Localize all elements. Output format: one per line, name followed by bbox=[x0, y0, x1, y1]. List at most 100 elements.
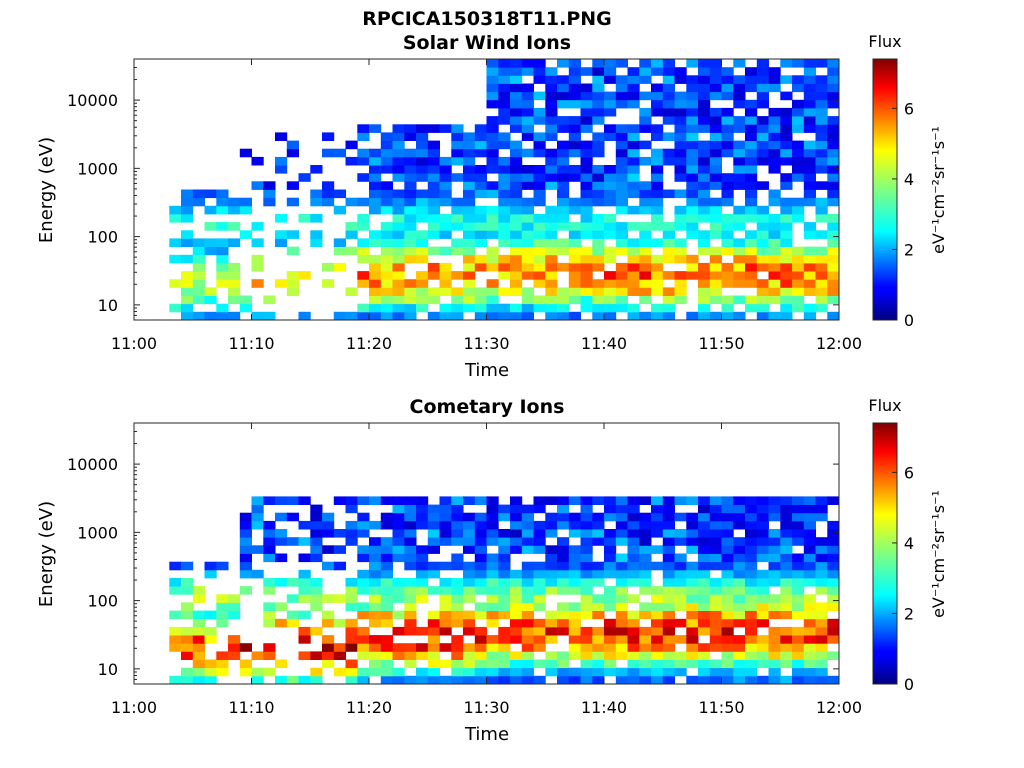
heatmap-cell bbox=[369, 205, 382, 215]
y-tick-label: 10 bbox=[98, 296, 118, 315]
heatmap-cell bbox=[404, 626, 417, 636]
heatmap-cell bbox=[745, 537, 758, 546]
heatmap-cell bbox=[510, 496, 523, 505]
heatmap-cell bbox=[745, 295, 758, 305]
heatmap-cell bbox=[263, 553, 276, 563]
heatmap-cell bbox=[686, 140, 699, 150]
heatmap-cell bbox=[651, 222, 664, 231]
heatmap-cell bbox=[463, 675, 476, 685]
heatmap-cell bbox=[369, 553, 382, 563]
heatmap-cell bbox=[721, 197, 734, 207]
heatmap-cell bbox=[545, 635, 558, 644]
heatmap-cell bbox=[427, 295, 440, 305]
heatmap-cell bbox=[721, 67, 734, 76]
heatmap-cell bbox=[615, 132, 628, 141]
heatmap-cell bbox=[216, 205, 229, 215]
heatmap-cell bbox=[780, 504, 793, 514]
heatmap-cell bbox=[686, 173, 699, 182]
heatmap-cell bbox=[275, 602, 288, 611]
heatmap-cell bbox=[392, 586, 405, 595]
heatmap-cell bbox=[557, 99, 570, 109]
heatmap-cell bbox=[357, 173, 370, 182]
heatmap-cell bbox=[298, 578, 311, 587]
heatmap-cell bbox=[545, 529, 558, 538]
heatmap-cell bbox=[510, 148, 523, 158]
heatmap-cell bbox=[651, 67, 664, 76]
heatmap-cell bbox=[545, 262, 558, 272]
heatmap-cell bbox=[533, 618, 546, 628]
heatmap-cell bbox=[463, 271, 476, 280]
heatmap-cell bbox=[498, 214, 511, 223]
heatmap-cell bbox=[545, 659, 558, 669]
heatmap-cell bbox=[251, 496, 264, 505]
heatmap-cell bbox=[204, 205, 217, 215]
heatmap-cell bbox=[486, 602, 499, 611]
heatmap-cell bbox=[380, 148, 393, 158]
heatmap-cell bbox=[768, 156, 781, 166]
heatmap-cell bbox=[510, 107, 523, 117]
heatmap-cell bbox=[486, 189, 499, 199]
heatmap-cell bbox=[686, 59, 699, 68]
heatmap-cell bbox=[815, 569, 828, 579]
heatmap-cell bbox=[286, 181, 299, 190]
heatmap-cell bbox=[451, 520, 464, 530]
heatmap-cell bbox=[169, 643, 182, 652]
heatmap-cell bbox=[733, 512, 746, 522]
heatmap-cell bbox=[792, 173, 805, 182]
heatmap-cell bbox=[745, 262, 758, 272]
heatmap-cell bbox=[545, 116, 558, 125]
heatmap-cell bbox=[463, 181, 476, 190]
heatmap-cell bbox=[557, 586, 570, 595]
heatmap-cell bbox=[721, 594, 734, 603]
heatmap-cell bbox=[674, 165, 687, 174]
heatmap-cell bbox=[803, 165, 816, 174]
colorbar-title: Flux bbox=[868, 32, 901, 51]
heatmap-cell bbox=[451, 246, 464, 256]
heatmap-cell bbox=[416, 295, 429, 305]
heatmap-cell bbox=[827, 569, 840, 579]
heatmap-cell bbox=[815, 75, 828, 84]
heatmap-cell bbox=[756, 116, 769, 125]
heatmap-cell bbox=[756, 635, 769, 644]
heatmap-cell bbox=[651, 610, 664, 620]
heatmap-cell bbox=[815, 181, 828, 190]
heatmap-cell bbox=[239, 545, 252, 554]
heatmap-cell bbox=[698, 626, 711, 636]
heatmap-cell bbox=[545, 173, 558, 182]
heatmap-cell bbox=[580, 594, 593, 603]
heatmap-cell bbox=[568, 512, 581, 522]
heatmap-cell bbox=[521, 561, 534, 571]
heatmap-cell bbox=[651, 303, 664, 313]
heatmap-cell bbox=[510, 651, 523, 660]
heatmap-cell bbox=[651, 107, 664, 117]
heatmap-cell bbox=[416, 651, 429, 660]
heatmap-cell bbox=[392, 165, 405, 174]
heatmap-cell bbox=[568, 271, 581, 280]
heatmap-cell bbox=[486, 148, 499, 158]
heatmap-cell bbox=[345, 626, 358, 636]
heatmap-cell bbox=[745, 83, 758, 93]
heatmap-cell bbox=[416, 561, 429, 571]
heatmap-cell bbox=[380, 222, 393, 231]
heatmap-cell bbox=[592, 659, 605, 669]
heatmap-cell bbox=[192, 279, 205, 288]
heatmap-cell bbox=[674, 602, 687, 611]
heatmap-cell bbox=[251, 675, 264, 685]
heatmap-cell bbox=[474, 254, 487, 264]
heatmap-cell bbox=[627, 659, 640, 669]
heatmap-cell bbox=[427, 675, 440, 685]
heatmap-cell bbox=[228, 271, 241, 280]
heatmap-cell bbox=[392, 279, 405, 288]
heatmap-cell bbox=[698, 651, 711, 660]
heatmap-cell bbox=[709, 618, 722, 628]
heatmap-cell bbox=[803, 156, 816, 166]
heatmap-cell bbox=[745, 520, 758, 530]
heatmap-cell bbox=[568, 254, 581, 264]
heatmap-cell bbox=[780, 295, 793, 305]
heatmap-cell bbox=[827, 156, 840, 166]
heatmap-cell bbox=[686, 512, 699, 522]
heatmap-cell bbox=[792, 643, 805, 652]
heatmap-cell bbox=[615, 643, 628, 652]
heatmap-cell bbox=[510, 205, 523, 215]
heatmap-cell bbox=[427, 156, 440, 166]
